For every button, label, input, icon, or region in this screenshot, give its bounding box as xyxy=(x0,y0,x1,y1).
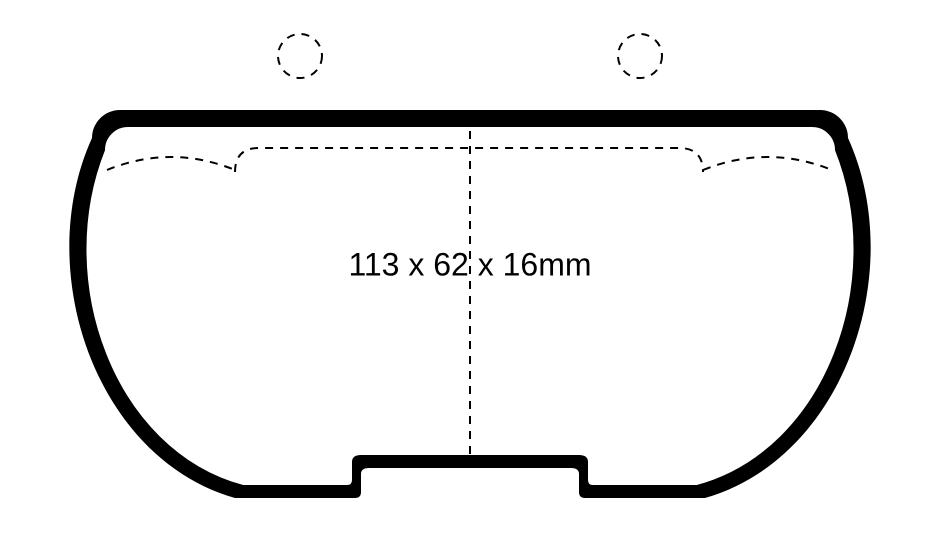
tab-hole-left xyxy=(273,29,327,83)
dimensions-label: 113 x 62 x 16mm xyxy=(348,247,591,284)
brakepad-diagram: 113 x 62 x 16mm xyxy=(0,0,950,560)
tab-hole-right xyxy=(613,29,667,83)
